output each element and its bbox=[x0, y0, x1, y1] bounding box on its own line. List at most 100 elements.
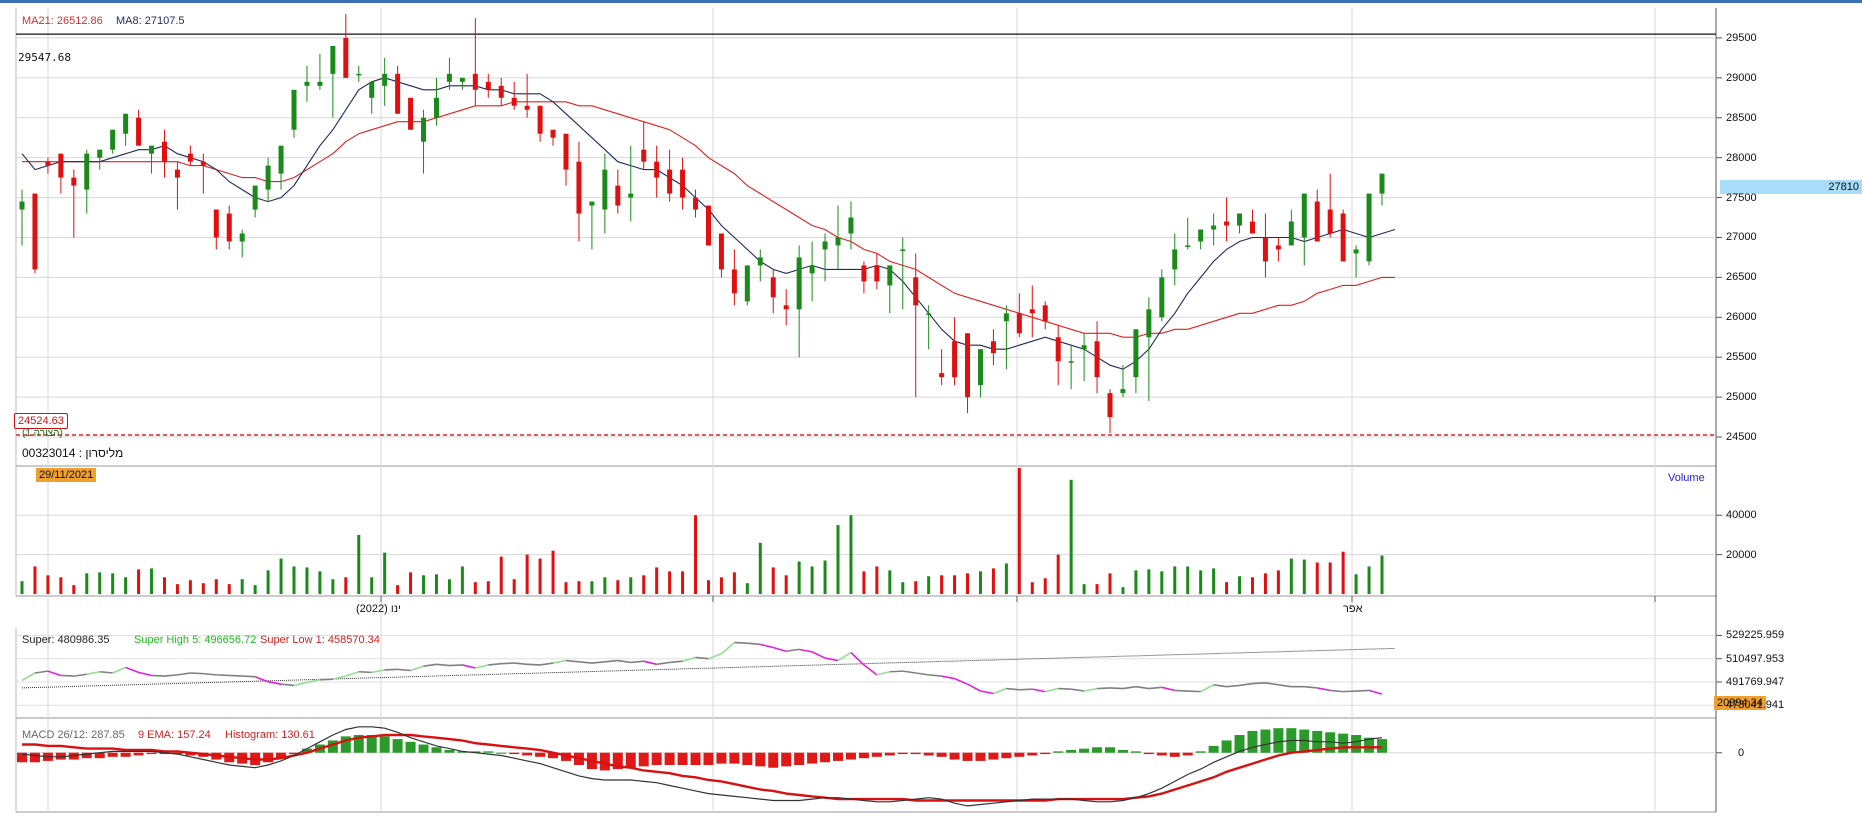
volume-bar bbox=[1004, 563, 1008, 594]
candle-body bbox=[1314, 201, 1320, 242]
super-line-segment bbox=[1161, 686, 1175, 692]
candle-body bbox=[1107, 393, 1113, 418]
candle-body bbox=[524, 105, 530, 110]
macd-histogram-bar bbox=[353, 735, 364, 753]
volume-bar bbox=[797, 561, 801, 594]
volume-bar bbox=[1302, 559, 1306, 594]
volume-bar bbox=[240, 579, 244, 594]
super-line-segment bbox=[164, 674, 178, 677]
volume-bar bbox=[46, 575, 50, 594]
volume-bar bbox=[59, 577, 63, 594]
candle-body bbox=[265, 165, 271, 190]
volume-bar bbox=[953, 575, 957, 594]
candle-body bbox=[939, 373, 945, 378]
macd-histogram-bar bbox=[470, 751, 481, 753]
price-tick-label: 26000 bbox=[1726, 311, 1757, 324]
super-line-segment bbox=[941, 675, 955, 680]
super-line-segment bbox=[229, 674, 243, 677]
super-line-segment bbox=[863, 664, 878, 676]
volume-bar bbox=[1380, 555, 1384, 594]
macd-histogram-bar bbox=[94, 752, 105, 759]
candle-body bbox=[602, 169, 608, 210]
volume-bar bbox=[162, 577, 166, 594]
macd-histogram-bar bbox=[120, 752, 131, 757]
volume-bar bbox=[681, 571, 685, 594]
macd-histogram-bar bbox=[1260, 729, 1271, 753]
candle-body bbox=[757, 257, 763, 266]
volume-bar bbox=[253, 585, 257, 594]
super-line-segment bbox=[811, 651, 826, 659]
candle-body bbox=[589, 201, 595, 206]
candle-body bbox=[356, 73, 362, 76]
volume-bar bbox=[629, 577, 633, 594]
macd-histogram-bar bbox=[845, 752, 856, 760]
ema-legend: 9 EMA: 157.24 bbox=[138, 729, 211, 741]
candle-body bbox=[45, 161, 51, 166]
price-tick-label: 28000 bbox=[1726, 151, 1757, 164]
super-line-segment bbox=[1226, 684, 1240, 688]
macd-histogram-bar bbox=[1027, 752, 1038, 756]
volume-bar bbox=[732, 572, 736, 594]
macd-histogram-bar bbox=[1143, 752, 1154, 755]
candle-body bbox=[1237, 213, 1243, 226]
candle-body bbox=[421, 117, 427, 142]
volume-bar bbox=[227, 584, 231, 594]
volume-bar bbox=[150, 568, 154, 594]
candle-body bbox=[1172, 249, 1178, 270]
candle-body bbox=[1133, 329, 1139, 378]
super-line-segment bbox=[177, 672, 191, 676]
macd-histogram-bar bbox=[185, 752, 196, 756]
volume-bar bbox=[188, 580, 192, 594]
super-line-segment bbox=[397, 668, 411, 672]
candle-body bbox=[1211, 225, 1217, 230]
candle-body bbox=[977, 349, 983, 386]
super-line-segment bbox=[1252, 682, 1266, 685]
super-line-segment bbox=[928, 674, 942, 677]
macd-histogram-bar bbox=[949, 752, 960, 760]
volume-bar bbox=[1315, 562, 1319, 594]
volume-bar bbox=[1289, 558, 1293, 594]
axes bbox=[380, 37, 1722, 754]
volume-bar bbox=[616, 580, 620, 594]
super-line-segment bbox=[1213, 684, 1227, 688]
volume-bar bbox=[551, 550, 555, 594]
super-line-segment bbox=[837, 651, 852, 662]
volume-bar bbox=[836, 525, 840, 594]
volume-bar bbox=[33, 566, 37, 594]
candle-body bbox=[1366, 193, 1372, 262]
candle-body bbox=[718, 233, 724, 270]
candle-body bbox=[667, 169, 673, 194]
volume-bar bbox=[745, 583, 749, 594]
candle-body bbox=[343, 37, 349, 78]
volume-bar bbox=[383, 552, 387, 594]
super-line-segment bbox=[915, 672, 929, 676]
volume-bar bbox=[1263, 573, 1267, 594]
super-line-segment bbox=[798, 648, 813, 653]
super-line-segment bbox=[578, 661, 592, 664]
low-price-sublabel: (הצורה 1) bbox=[22, 428, 63, 439]
macd-histogram-bar bbox=[625, 752, 636, 768]
macd-histogram-bar bbox=[1092, 747, 1103, 753]
super-line-segment bbox=[319, 678, 333, 681]
macd-histogram-bar bbox=[392, 739, 403, 753]
candle-body bbox=[252, 185, 258, 210]
super-line-segment bbox=[21, 672, 36, 682]
candle-body bbox=[200, 161, 206, 166]
macd-histogram-bar bbox=[897, 752, 908, 755]
volume-bar bbox=[499, 556, 503, 594]
volume-bar bbox=[1108, 573, 1112, 594]
low-price-label[interactable]: 24524.63 bbox=[14, 413, 68, 429]
macd-histogram-bar bbox=[612, 752, 623, 770]
volume-bar bbox=[1043, 578, 1047, 594]
volume-bar bbox=[914, 581, 918, 594]
macd-histogram-bar bbox=[1247, 730, 1258, 753]
volume-bar bbox=[771, 567, 775, 594]
volume-bar bbox=[862, 571, 866, 594]
volume-bar bbox=[1367, 566, 1371, 594]
volume-bar bbox=[758, 542, 762, 594]
candle-body bbox=[1198, 229, 1204, 242]
super-line-segment bbox=[488, 662, 502, 666]
volume-bar bbox=[1173, 566, 1177, 594]
price-panel bbox=[16, 13, 1716, 436]
